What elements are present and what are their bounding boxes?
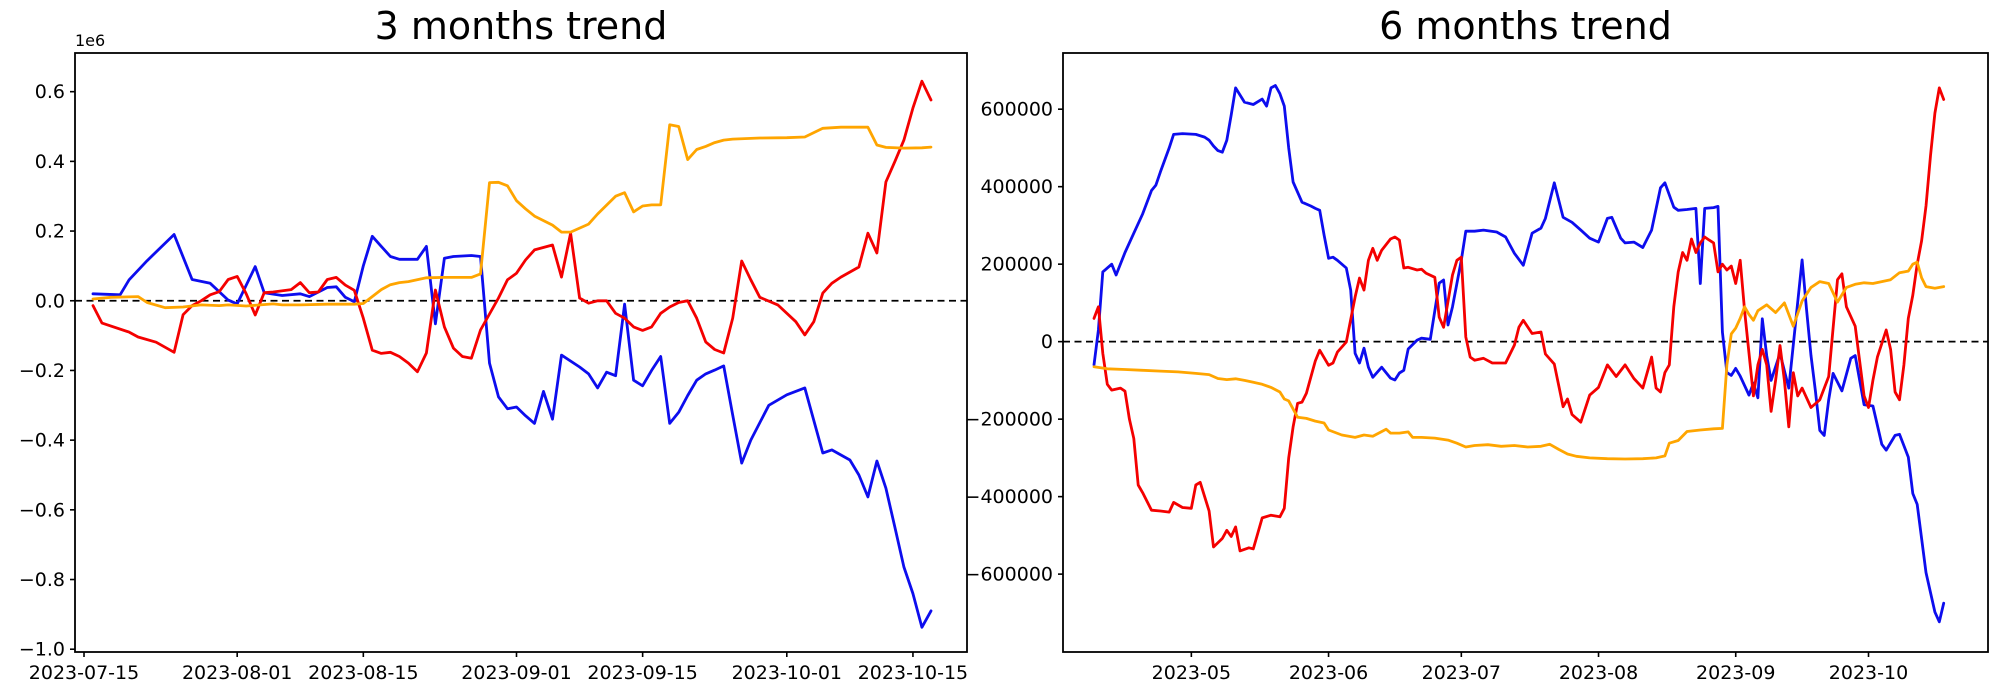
y-tick-label-1: 600000 <box>980 99 1053 121</box>
y-tick-label-0: −0.6 <box>19 499 65 521</box>
y-tick-label-0: 0.2 <box>35 221 65 243</box>
y-tick-label-1: 200000 <box>980 254 1053 276</box>
x-tick-label-1: 2023-06 <box>1289 662 1368 684</box>
x-tick-label-1: 2023-09 <box>1696 662 1775 684</box>
series-red-0 <box>91 79 933 374</box>
y-tick-label-0: −0.8 <box>19 569 65 591</box>
x-tick-label-1: 2023-05 <box>1152 662 1231 684</box>
y-tick-label-1: −400000 <box>965 486 1053 508</box>
y-axis-offset-label: 1e6 <box>75 31 105 50</box>
plot-border-0 <box>74 52 968 653</box>
y-tick-label-1: 0 <box>1041 331 1053 353</box>
series-blue-1 <box>1092 84 1946 624</box>
x-tick-label-0: 2023-07-15 <box>29 662 139 684</box>
x-tick-label-0: 2023-10-01 <box>732 662 842 684</box>
series-red-1 <box>1092 86 1946 553</box>
series-blue-0 <box>91 233 933 629</box>
x-tick-label-1: 2023-07 <box>1422 662 1501 684</box>
x-tick-label-0: 2023-08-15 <box>308 662 418 684</box>
x-tick-label-1: 2023-10 <box>1829 662 1908 684</box>
y-tick-label-1: 400000 <box>980 176 1053 198</box>
chart-title-3-months: 3 months trend <box>374 4 668 48</box>
y-tick-label-1: −600000 <box>965 564 1053 586</box>
x-tick-label-0: 2023-09-15 <box>587 662 697 684</box>
y-tick-label-0: −0.2 <box>19 360 65 382</box>
chart-title-6-months: 6 months trend <box>1379 4 1672 48</box>
series-orange-1 <box>1092 260 1946 461</box>
x-tick-label-0: 2023-09-01 <box>461 662 571 684</box>
y-tick-label-1: −200000 <box>965 409 1053 431</box>
y-tick-label-0: 0.4 <box>35 151 65 173</box>
y-tick-label-0: 0.0 <box>35 290 65 312</box>
y-tick-label-0: −1.0 <box>19 639 65 661</box>
plot-border-1 <box>1062 52 1989 653</box>
y-tick-label-0: −0.4 <box>19 430 65 452</box>
y-tick-label-0: 0.6 <box>35 81 65 103</box>
x-tick-label-0: 2023-08-01 <box>182 662 292 684</box>
x-tick-label-1: 2023-08 <box>1559 662 1638 684</box>
x-tick-label-0: 2023-10-15 <box>858 662 968 684</box>
series-orange-0 <box>91 123 933 310</box>
